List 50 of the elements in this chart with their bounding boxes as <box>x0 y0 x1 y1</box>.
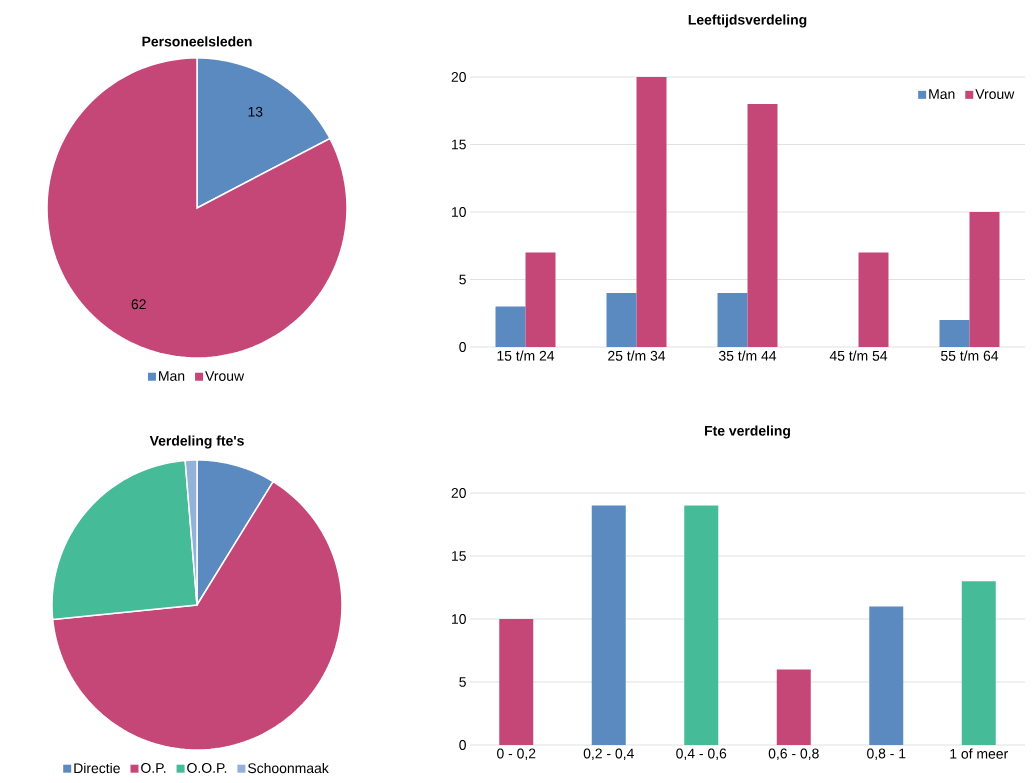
legend-label: Man <box>159 371 185 381</box>
bar <box>869 606 904 745</box>
bar <box>858 252 889 347</box>
y-tick-label: 5 <box>459 274 466 285</box>
bar <box>499 619 534 745</box>
legend-label: Vrouw <box>975 89 1015 100</box>
legend-label: Schoonmaak <box>248 762 329 774</box>
x-tick-label: 0,8 - 1 <box>867 748 906 761</box>
bar <box>747 103 778 347</box>
legend-label: O.O.P. <box>187 763 227 773</box>
x-tick-label: 0,6 - 0,8 <box>768 748 819 761</box>
bar <box>969 211 1000 347</box>
x-tick-label: 35 t/m 44 <box>718 350 777 361</box>
x-tick-label: 55 t/m 64 <box>940 350 999 361</box>
chart-title: Fte verdeling <box>705 425 790 439</box>
bar <box>776 669 811 745</box>
bar <box>684 505 719 745</box>
y-tick-label: 15 <box>452 139 466 150</box>
bar <box>636 76 667 347</box>
y-tick-label: 20 <box>451 72 466 82</box>
x-tick-label: 45 t/m 54 <box>829 350 888 361</box>
y-tick-label: 10 <box>452 207 466 217</box>
legend-label: Directie <box>74 762 120 774</box>
bar <box>495 306 526 347</box>
legend-label: Man <box>929 89 955 100</box>
bar <box>717 293 748 347</box>
y-tick-label: 20 <box>451 488 466 498</box>
bar <box>961 581 996 745</box>
legend-label: O.P. <box>141 763 166 773</box>
x-tick-label: 0,4 - 0,6 <box>676 748 727 761</box>
chart-title: Verdeling fte's <box>149 435 244 449</box>
bar <box>591 505 626 745</box>
chart-title: Personeelsleden <box>142 36 252 47</box>
y-tick-label: 5 <box>459 677 466 687</box>
x-tick-label: 15 t/m 24 <box>497 350 555 361</box>
chart-title: Leeftijdsverdeling <box>688 14 807 28</box>
y-tick-label: 15 <box>452 551 466 561</box>
y-tick-label: 0 <box>459 342 466 352</box>
y-tick-label: 10 <box>452 614 466 624</box>
x-tick-label: 0,2 - 0,4 <box>583 748 634 761</box>
data-label: 62 <box>131 299 146 310</box>
y-tick-label: 0 <box>459 740 466 750</box>
data-label: 13 <box>248 106 263 117</box>
x-tick-label: 0 - 0,2 <box>497 748 536 761</box>
x-tick-label: 1 of meer <box>950 748 1008 759</box>
x-tick-label: 25 t/m 34 <box>608 350 666 361</box>
legend-label: Vrouw <box>205 371 245 381</box>
bar <box>939 320 970 347</box>
bar <box>606 293 637 347</box>
bar <box>525 252 556 347</box>
